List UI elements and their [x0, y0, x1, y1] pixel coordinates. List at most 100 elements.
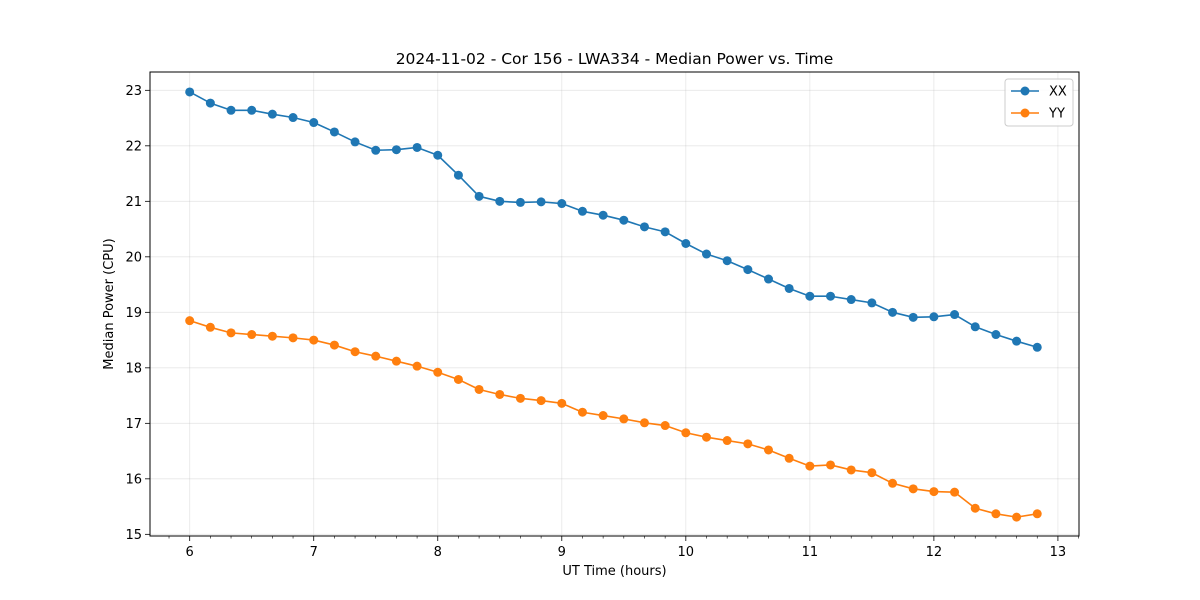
- legend-marker-xx: [1020, 86, 1030, 96]
- data-point-xx: [888, 307, 898, 317]
- data-point-xx: [764, 274, 774, 284]
- data-point-xx: [929, 312, 939, 322]
- data-point-xx: [205, 98, 215, 108]
- y-tick-label: 18: [125, 361, 142, 376]
- y-axis-title: Median Power (CPU): [102, 238, 117, 369]
- data-point-xx: [784, 283, 794, 293]
- data-point-xx: [226, 105, 236, 115]
- data-point-yy: [826, 460, 836, 470]
- data-point-xx: [846, 295, 856, 305]
- data-point-yy: [350, 347, 360, 357]
- x-tick-label: 10: [678, 545, 695, 560]
- grid: [150, 72, 1079, 536]
- data-point-yy: [557, 398, 567, 408]
- data-point-yy: [888, 478, 898, 488]
- data-point-yy: [1032, 509, 1042, 519]
- data-point-yy: [846, 465, 856, 475]
- data-point-xx: [598, 210, 608, 220]
- x-tick-label: 12: [926, 545, 943, 560]
- data-point-yy: [515, 393, 525, 403]
- data-point-xx: [1032, 342, 1042, 352]
- legend-label-xx: XX: [1049, 85, 1067, 100]
- x-tick-label: 9: [558, 545, 566, 560]
- data-point-yy: [371, 351, 381, 361]
- y-tick-label: 22: [125, 139, 142, 154]
- data-point-yy: [577, 407, 587, 417]
- data-point-xx: [867, 298, 877, 308]
- data-point-yy: [743, 439, 753, 449]
- x-tick-label: 8: [434, 545, 442, 560]
- data-point-yy: [764, 445, 774, 455]
- y-tick-label: 17: [125, 417, 142, 432]
- data-point-xx: [515, 197, 525, 207]
- data-point-yy: [391, 356, 401, 366]
- data-point-xx: [247, 105, 257, 115]
- data-point-xx: [433, 150, 443, 160]
- plot-area-frame: [149, 71, 1080, 537]
- data-point-xx: [701, 249, 711, 259]
- data-point-xx: [639, 222, 649, 232]
- data-point-xx: [681, 239, 691, 249]
- data-point-yy: [950, 487, 960, 497]
- y-tick-label: 20: [125, 250, 142, 265]
- data-point-yy: [681, 428, 691, 438]
- series-xx: [185, 87, 1042, 352]
- data-point-xx: [991, 330, 1001, 340]
- data-point-yy: [1012, 512, 1022, 522]
- series-group: [185, 87, 1042, 522]
- y-tick-label: 23: [125, 84, 142, 99]
- data-point-xx: [577, 206, 587, 216]
- data-point-yy: [970, 503, 980, 513]
- data-point-yy: [226, 328, 236, 338]
- data-point-xx: [474, 191, 484, 201]
- chart-title: 2024-11-02 - Cor 156 - LWA334 - Median P…: [396, 50, 834, 68]
- data-point-yy: [288, 333, 298, 343]
- data-point-yy: [474, 384, 484, 394]
- data-point-xx: [660, 227, 670, 237]
- data-point-xx: [288, 113, 298, 123]
- data-point-xx: [619, 215, 629, 225]
- data-point-xx: [185, 87, 195, 97]
- data-point-xx: [557, 199, 567, 209]
- data-point-yy: [991, 509, 1001, 519]
- x-tick-label: 11: [802, 545, 819, 560]
- data-point-xx: [391, 145, 401, 155]
- data-point-yy: [908, 484, 918, 494]
- y-tick-label: 16: [125, 472, 142, 487]
- data-point-yy: [205, 322, 215, 332]
- y-tick-label: 21: [125, 195, 142, 210]
- x-tick-label: 13: [1050, 545, 1067, 560]
- data-point-yy: [639, 418, 649, 428]
- data-point-yy: [784, 453, 794, 463]
- data-point-xx: [1012, 336, 1022, 346]
- data-point-xx: [329, 127, 339, 137]
- data-point-xx: [495, 196, 505, 206]
- x-axis-title: UT Time (hours): [562, 564, 666, 579]
- data-point-yy: [412, 361, 422, 371]
- series-yy: [185, 316, 1042, 522]
- data-point-yy: [722, 436, 732, 446]
- legend: XX YY: [1004, 78, 1074, 127]
- data-point-yy: [619, 414, 629, 424]
- data-point-xx: [536, 197, 546, 207]
- data-point-yy: [329, 340, 339, 350]
- data-point-yy: [185, 316, 195, 326]
- legend-label-yy: YY: [1048, 107, 1065, 122]
- data-point-xx: [412, 142, 422, 152]
- data-point-xx: [950, 310, 960, 320]
- data-point-xx: [309, 118, 319, 128]
- data-point-xx: [743, 265, 753, 275]
- legend-marker-yy: [1020, 108, 1030, 118]
- data-point-yy: [267, 331, 277, 341]
- data-point-xx: [350, 137, 360, 147]
- data-point-yy: [598, 411, 608, 421]
- data-point-xx: [908, 312, 918, 322]
- x-tick-label: 6: [186, 545, 194, 560]
- y-tick-label: 15: [125, 528, 142, 543]
- data-point-yy: [867, 468, 877, 478]
- data-point-xx: [970, 322, 980, 332]
- data-point-xx: [805, 291, 815, 301]
- data-point-yy: [247, 330, 257, 340]
